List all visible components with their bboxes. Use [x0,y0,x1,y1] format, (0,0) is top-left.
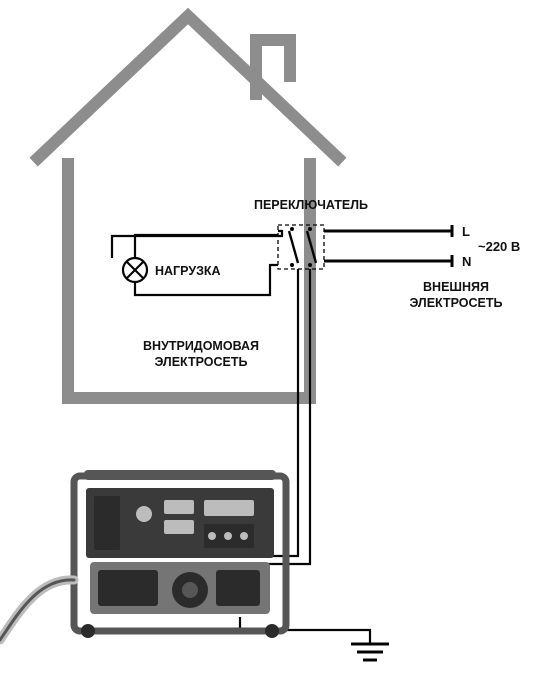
switch-terminal [308,263,312,267]
switch-terminal [308,227,312,231]
label-N: N [462,254,471,269]
label-L: L [462,224,470,239]
label-external-1: ВНЕШНЯЯ [423,280,489,294]
switch-box [278,225,324,269]
label-voltage: ~220 В [478,239,520,254]
generator-cord [0,580,74,640]
label-internal-1: ВНУТРИДОМОВАЯ [143,339,259,353]
label-load: НАГРУЗКА [155,264,221,278]
switch-terminal [290,227,294,231]
internal-wire-L [135,235,278,258]
switch-terminal [290,263,294,267]
label-external-2: ЭЛЕКТРОСЕТЬ [410,296,503,310]
switch-contact [289,231,298,263]
label-internal-2: ЭЛЕКТРОСЕТЬ [155,355,248,369]
generator [0,470,286,640]
label-switch: ПЕРЕКЛЮЧАТЕЛЬ [254,198,368,212]
